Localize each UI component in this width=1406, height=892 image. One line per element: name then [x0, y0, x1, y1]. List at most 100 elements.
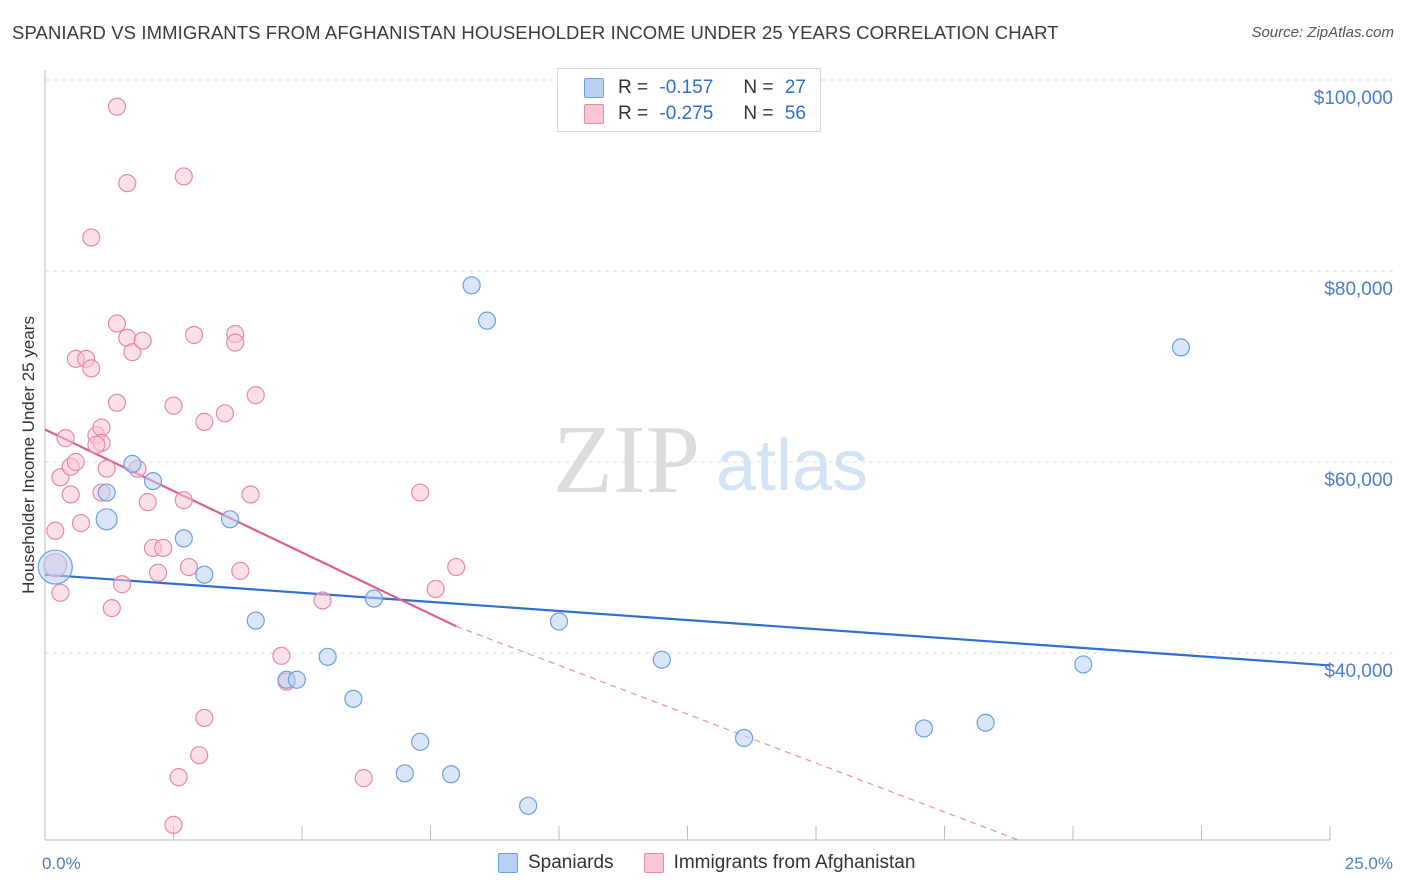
point-spaniards: [174, 529, 193, 548]
point-spaniards: [344, 689, 363, 708]
legend-r-value: -0.157: [659, 77, 714, 98]
bottom-legend-afghanistan: Immigrants from Afghanistan: [643, 852, 916, 874]
point-afghanistan: [313, 591, 332, 610]
point-afghanistan: [133, 331, 152, 350]
y-tick-label: $60,000: [1324, 470, 1393, 491]
point-spaniards: [246, 611, 265, 630]
bottom-legend-spaniards: Spaniards: [498, 852, 614, 874]
point-afghanistan: [169, 768, 188, 787]
point-afghanistan: [66, 452, 85, 472]
bottom-legend-label-spaniards: Spaniards: [528, 852, 614, 873]
point-afghanistan: [215, 404, 234, 423]
legend-r-label: R =: [618, 103, 649, 124]
point-spaniards: [734, 728, 754, 748]
point-spaniards: [1171, 338, 1191, 357]
tick-labels: $40,000 $60,000 $80,000 $100,000 0.0% 25.0%: [42, 88, 1393, 873]
y-axis-label: Householder Income Under 25 years: [19, 316, 38, 594]
y-tick-label: $40,000: [1324, 661, 1393, 682]
point-afghanistan: [354, 769, 373, 788]
point-afghanistan: [195, 412, 214, 431]
x-tick-label: 25.0%: [1345, 854, 1393, 873]
bottom-legend: Spaniards Immigrants from Afghanistan: [498, 852, 945, 874]
point-spaniards: [914, 719, 934, 738]
point-afghanistan: [51, 583, 70, 602]
legend-n-value: 27: [784, 77, 806, 98]
point-spaniards: [652, 650, 671, 669]
trend-line-afghanistan: [44, 428, 457, 628]
bottom-legend-label-afghanistan: Immigrants from Afghanistan: [673, 852, 916, 873]
point-spaniards: [519, 796, 538, 815]
bottom-legend-swatch-pink: [643, 853, 664, 873]
point-spaniards: [477, 311, 497, 330]
y-tick-label: $100,000: [1314, 88, 1393, 109]
point-spaniards: [95, 508, 118, 531]
watermark-zip: ZIP: [553, 406, 700, 514]
bottom-legend-swatch-blue: [498, 853, 518, 873]
legend-swatch-pink: [584, 104, 604, 124]
chart-title: SPANIARD VS IMMIGRANTS FROM AFGHANISTAN …: [12, 22, 1059, 43]
point-afghanistan: [102, 599, 121, 618]
point-afghanistan: [107, 393, 127, 412]
x-tick-label: 0.0%: [42, 854, 81, 873]
legend: R = -0.157 N = 27 R = -0.275 N = 56: [557, 68, 821, 132]
point-spaniards: [549, 612, 569, 631]
point-afghanistan: [61, 485, 80, 504]
point-afghanistan: [138, 493, 157, 512]
watermark: ZIP atlas: [553, 406, 868, 514]
point-spaniards: [411, 732, 430, 751]
point-spaniards: [976, 713, 995, 732]
legend-r-label: R =: [618, 77, 649, 98]
point-afghanistan: [272, 646, 291, 665]
legend-n-value: 56: [784, 103, 806, 124]
point-spaniards: [195, 565, 214, 584]
point-afghanistan: [123, 343, 142, 362]
y-tick-label: $80,000: [1324, 279, 1393, 300]
trend-line-spaniards: [44, 573, 1331, 667]
point-afghanistan: [56, 429, 75, 448]
point-afghanistan: [174, 167, 193, 186]
point-afghanistan: [179, 557, 199, 577]
point-spaniards: [287, 670, 306, 689]
point-afghanistan: [190, 746, 209, 765]
point-afghanistan: [164, 815, 183, 835]
point-spaniards: [462, 276, 481, 295]
point-afghanistan: [71, 514, 91, 533]
point-afghanistan: [226, 333, 245, 352]
point-afghanistan: [184, 325, 204, 345]
point-afghanistan: [107, 97, 127, 116]
point-afghanistan: [112, 575, 132, 594]
watermark-atlas: atlas: [716, 426, 868, 506]
point-afghanistan: [426, 579, 445, 599]
point-spaniards: [441, 765, 461, 784]
point-afghanistan: [107, 314, 127, 333]
legend-row-afghanistan: R = -0.275 N = 56: [584, 102, 806, 126]
point-afghanistan: [246, 386, 265, 405]
point-afghanistan: [154, 538, 173, 558]
point-spaniards: [318, 647, 337, 666]
point-afghanistan: [447, 557, 466, 577]
source-label: Source: ZipAtlas.com: [1251, 24, 1394, 41]
legend-row-spaniards: R = -0.157 N = 27: [584, 76, 806, 100]
point-spaniards: [220, 510, 240, 529]
point-afghanistan: [241, 485, 260, 504]
point-spaniards: [1074, 655, 1093, 674]
point-afghanistan: [411, 483, 430, 502]
legend-r-value: -0.275: [659, 103, 714, 124]
point-spaniards: [143, 472, 163, 491]
point-afghanistan: [92, 418, 111, 437]
point-afghanistan: [82, 359, 101, 378]
point-afghanistan: [87, 435, 106, 454]
legend-swatch-blue: [584, 78, 604, 98]
point-spaniards: [37, 549, 73, 585]
point-afghanistan: [82, 228, 101, 247]
point-afghanistan: [195, 708, 214, 728]
point-spaniards: [123, 454, 142, 474]
point-afghanistan: [174, 491, 193, 510]
point-spaniards: [364, 589, 384, 608]
legend-n-label: N =: [743, 103, 774, 124]
point-afghanistan: [164, 396, 183, 415]
point-afghanistan: [46, 521, 65, 540]
point-spaniards: [97, 483, 116, 502]
data-points: [37, 97, 1191, 835]
